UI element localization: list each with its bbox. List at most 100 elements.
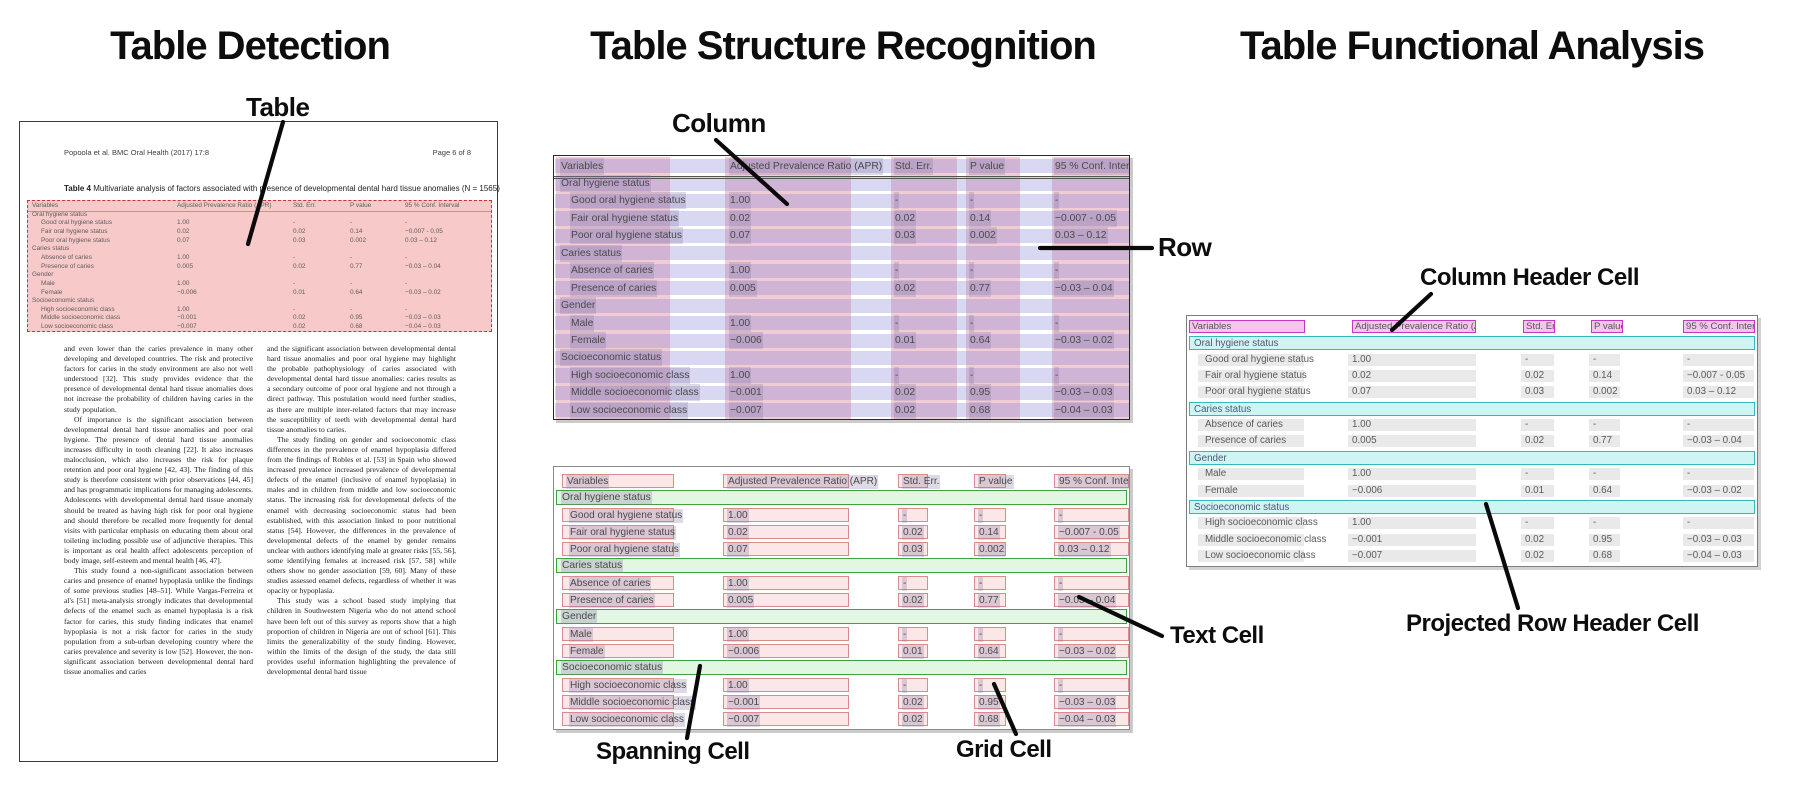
mini-value-cell: - bbox=[293, 219, 296, 227]
cell-value-text: −0.007 - 0.05 bbox=[1058, 526, 1120, 540]
cell-value-text: 1.00 bbox=[727, 628, 749, 642]
panel-title-structure-recognition: Table Structure Recognition bbox=[590, 24, 1097, 68]
table-caption-label: Table 4 bbox=[64, 184, 91, 193]
detected-table-region: Variables Adjusted Prevalence Ratio (APR)… bbox=[27, 200, 492, 332]
value-bar: - bbox=[1589, 353, 1620, 366]
grid-cell: −0.03 – 0.04 bbox=[1054, 593, 1129, 608]
cell-value-text: 0.03 – 0.12 bbox=[1058, 543, 1111, 557]
value-text: 0.64 bbox=[1593, 484, 1613, 496]
cell-text: - bbox=[894, 262, 900, 280]
cell-value-text: - bbox=[1058, 628, 1064, 642]
text-span: 1.00 bbox=[729, 314, 752, 332]
text-span: 95 % Conf. Interval bbox=[1054, 157, 1129, 175]
row-label-text: Male bbox=[570, 314, 595, 332]
text-span: Female bbox=[569, 645, 605, 659]
cell-value-text: 0.02 bbox=[727, 526, 749, 540]
value-bar: 1.00 bbox=[1348, 353, 1476, 366]
text-span: −0.006 bbox=[727, 645, 761, 659]
text-span: - bbox=[969, 314, 975, 332]
row-label-text: Absence of caries bbox=[1205, 419, 1283, 431]
value-text: 0.77 bbox=[1593, 435, 1613, 447]
text-span: 0.02 bbox=[902, 696, 924, 710]
mini-value-cell: 1.00 bbox=[177, 305, 190, 313]
cells-table: Variables Adjusted Prevalence Ratio (APR)… bbox=[553, 466, 1130, 730]
value-text: - bbox=[1687, 419, 1691, 431]
value-bar: −0.007 bbox=[1348, 549, 1476, 562]
spanning-cell: Caries status bbox=[556, 558, 1127, 574]
text-span: Good oral hygiene status bbox=[569, 509, 684, 523]
value-bar: - bbox=[1589, 468, 1620, 481]
text-span: - bbox=[894, 192, 900, 210]
value-text: −0.007 - 0.05 bbox=[1687, 370, 1746, 382]
text-span: 0.005 bbox=[729, 279, 757, 297]
row-band bbox=[555, 159, 1129, 174]
mini-value-cell: 0.02 bbox=[293, 227, 306, 235]
text-span: 0.002 bbox=[969, 227, 997, 245]
mini-value-cell: - bbox=[350, 219, 353, 227]
grid-cell: −0.007 - 0.05 bbox=[1054, 525, 1129, 540]
cell-text: −0.04 – 0.03 bbox=[1054, 401, 1114, 419]
cell-label-text: Absence of caries bbox=[569, 577, 652, 591]
cell-label-text: Female bbox=[569, 645, 605, 659]
row-label-bar: Good oral hygiene status bbox=[1198, 353, 1314, 366]
grid-cell: - bbox=[1054, 508, 1129, 523]
cell-value-text: 0.005 bbox=[727, 594, 755, 608]
row-label-text: Caries status bbox=[560, 244, 623, 262]
value-text: 0.02 bbox=[1525, 370, 1545, 382]
value-text: 0.03 bbox=[1525, 386, 1545, 398]
cell-value-text: 0.68 bbox=[978, 713, 1000, 727]
row-band bbox=[555, 298, 1129, 313]
text-span: 1.00 bbox=[727, 509, 749, 523]
mini-value-cell: 0.02 bbox=[293, 314, 306, 322]
grid-cell: 0.02 bbox=[898, 712, 928, 727]
column-header-text: Std. Err. bbox=[1526, 321, 1555, 332]
grid-cell: −0.04 – 0.03 bbox=[1054, 712, 1129, 727]
text-span: High socioeconomic class bbox=[569, 679, 688, 693]
grid-cell: 0.02 bbox=[898, 695, 928, 710]
mini-row-label: Female bbox=[41, 288, 63, 296]
value-bar: 0.64 bbox=[1589, 484, 1620, 497]
cell-value-text: 95 % Conf. Interval bbox=[1058, 475, 1129, 489]
column-header-text: Variables bbox=[560, 157, 605, 175]
mini-value-cell: −0.007 bbox=[177, 323, 197, 331]
grid-cell: 1.00 bbox=[723, 627, 849, 642]
value-bar: 1.00 bbox=[1348, 468, 1476, 481]
mini-header-cell: Adjusted Prevalence Ratio (APR) bbox=[177, 202, 272, 209]
value-text: −0.001 bbox=[1352, 533, 1383, 545]
cell-label-text: Poor oral hygiene status bbox=[569, 543, 680, 557]
cell-value-text: −0.04 – 0.03 bbox=[1058, 713, 1117, 727]
grid-cell: 0.02 bbox=[898, 593, 928, 608]
text-span: Poor oral hygiene status bbox=[570, 227, 684, 245]
cell-label-text: Middle socioeconomic class bbox=[569, 696, 697, 710]
grid-cell: 0.95 bbox=[974, 695, 1006, 710]
text-span: Poor oral hygiene status bbox=[569, 543, 680, 557]
text-span: −0.001 bbox=[729, 384, 763, 402]
value-bar: - bbox=[1521, 419, 1554, 432]
text-span: 0.03 bbox=[894, 227, 917, 245]
row-band bbox=[555, 333, 1129, 348]
mini-header-cell: P value bbox=[350, 202, 372, 209]
mini-row-label: Poor oral hygiene status bbox=[41, 236, 110, 244]
text-cell: Absence of caries bbox=[562, 576, 674, 591]
row-label-bar: Fair oral hygiene status bbox=[1198, 370, 1307, 383]
text-span: 1.00 bbox=[729, 262, 752, 280]
cell-label-text: Variables bbox=[566, 475, 610, 489]
cell-value-text: - bbox=[902, 509, 908, 523]
cell-text: −0.03 – 0.02 bbox=[1054, 332, 1114, 349]
mini-value-cell: - bbox=[350, 279, 353, 287]
text-span: Socioeconomic status bbox=[560, 349, 663, 367]
grid-cell: - bbox=[974, 508, 1006, 523]
text-cell: Poor oral hygiene status bbox=[562, 542, 680, 557]
cell-value-text: P value bbox=[978, 475, 1014, 489]
text-span: - bbox=[902, 577, 908, 591]
text-span: 0.02 bbox=[902, 594, 924, 608]
mini-value-cell: 1.00 bbox=[177, 253, 190, 261]
cell-value-text: 0.02 bbox=[902, 713, 924, 727]
text-span: - bbox=[1054, 192, 1060, 210]
cell-value-text: −0.03 – 0.02 bbox=[1058, 645, 1117, 659]
cell-text: 0.07 bbox=[729, 227, 752, 245]
row-band bbox=[555, 263, 1129, 278]
mini-value-cell: 0.005 bbox=[177, 262, 193, 270]
callout-text-cell: Text Cell bbox=[1170, 622, 1264, 649]
row-label-bar: Presence of caries bbox=[1198, 435, 1304, 448]
